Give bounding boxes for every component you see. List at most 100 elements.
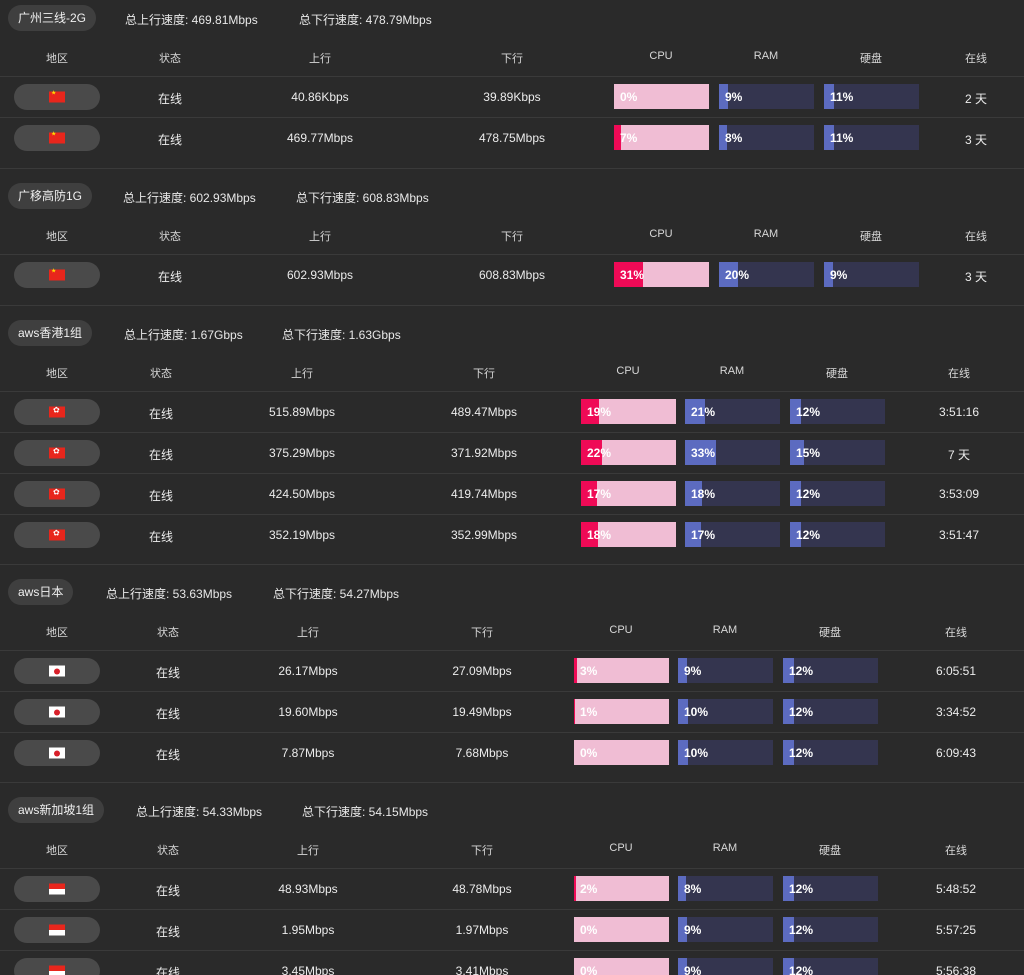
status-cell: 在线 (157, 92, 183, 106)
column-header-cpu[interactable]: CPU (609, 842, 633, 854)
column-header-region[interactable]: 地区 (46, 231, 68, 243)
disk-usage-bar: 12% (783, 917, 878, 942)
cpu-usage-bar: 0% (574, 917, 669, 942)
column-header-disk[interactable]: 硬盘 (819, 627, 841, 639)
column-header-uptime[interactable]: 在线 (948, 368, 970, 380)
ram-usage-bar: 20% (719, 262, 814, 287)
server-row[interactable]: 在线 19.60Mbps 19.49Mbps 3:34:52 1% 10% 12% (0, 691, 1024, 732)
group-header: aws香港1组 总上行速度: 1.67Gbps 总下行速度: 1.63Gbps (0, 315, 1024, 351)
column-header-cpu[interactable]: CPU (609, 624, 633, 636)
server-row[interactable]: 在线 602.93Mbps 608.83Mbps 3 天 31% 20% 9% (0, 254, 1024, 295)
status-cell: 在线 (157, 133, 183, 147)
disk-usage-fill (824, 84, 835, 109)
group-name-badge[interactable]: aws日本 (8, 579, 74, 605)
region-badge[interactable] (14, 522, 100, 548)
total-down-value: 478.79Mbps (365, 13, 432, 27)
column-header-disk[interactable]: 硬盘 (860, 53, 882, 65)
region-badge[interactable] (14, 84, 100, 110)
column-header-up[interactable]: 上行 (297, 627, 319, 639)
disk-usage-value: 11% (830, 131, 854, 145)
server-row[interactable]: 在线 26.17Mbps 27.09Mbps 6:05:51 3% 9% 12% (0, 650, 1024, 691)
ram-usage-fill (678, 658, 687, 683)
up-cell: 375.29Mbps (268, 446, 336, 460)
column-header-down[interactable]: 下行 (471, 845, 493, 857)
column-header-ram[interactable]: RAM (753, 50, 779, 62)
server-row[interactable]: 在线 352.19Mbps 352.99Mbps 3:51:47 18% 17% 12% (0, 514, 1024, 555)
up-cell: 424.50Mbps (268, 487, 336, 501)
column-header-up[interactable]: 上行 (297, 845, 319, 857)
column-header-up[interactable]: 上行 (309, 231, 331, 243)
server-row[interactable]: 在线 469.77Mbps 478.75Mbps 3 天 7% 8% 11% (0, 117, 1024, 158)
region-badge[interactable] (14, 440, 100, 466)
column-header-cpu[interactable]: CPU (616, 365, 640, 377)
cpu-usage-fill (581, 440, 602, 465)
column-header-status[interactable]: 状态 (157, 627, 179, 639)
column-header-ram[interactable]: RAM (719, 365, 745, 377)
group-name-badge[interactable]: aws香港1组 (8, 320, 93, 346)
column-header-up[interactable]: 上行 (309, 53, 331, 65)
cpu-usage-value: 22% (587, 446, 612, 460)
column-header-ram[interactable]: RAM (753, 228, 779, 240)
region-badge[interactable] (14, 917, 100, 943)
region-badge[interactable] (14, 125, 100, 151)
ram-usage-fill (685, 440, 717, 465)
status-cell: 在线 (155, 748, 181, 762)
total-up-label: 总上行速度: (125, 13, 192, 27)
column-header-disk[interactable]: 硬盘 (860, 231, 882, 243)
column-header-ram[interactable]: RAM (712, 624, 738, 636)
column-header-ram[interactable]: RAM (712, 842, 738, 854)
column-header-status[interactable]: 状态 (157, 845, 179, 857)
column-header-up[interactable]: 上行 (291, 368, 313, 380)
disk-usage-bar: 11% (824, 125, 919, 150)
column-header-down[interactable]: 下行 (471, 627, 493, 639)
region-badge[interactable] (14, 262, 100, 288)
server-row[interactable]: 在线 375.29Mbps 371.92Mbps 7 天 22% 33% 15% (0, 432, 1024, 473)
cpu-usage-bar: 1% (574, 699, 669, 724)
column-header-status[interactable]: 状态 (159, 53, 181, 65)
column-header-down[interactable]: 下行 (501, 53, 523, 65)
cpu-usage-fill (574, 699, 575, 724)
group-header: 广移高防1G 总上行速度: 602.93Mbps 总下行速度: 608.83Mbps (0, 178, 1024, 214)
region-badge[interactable] (14, 740, 100, 766)
jp-flag-icon (49, 665, 65, 677)
column-header-region[interactable]: 地区 (46, 368, 68, 380)
down-cell: 489.47Mbps (450, 405, 518, 419)
ram-usage-value: 8% (684, 882, 702, 896)
cpu-usage-bar: 3% (574, 658, 669, 683)
cpu-usage-bar: 22% (581, 440, 676, 465)
region-badge[interactable] (14, 876, 100, 902)
region-badge[interactable] (14, 699, 100, 725)
region-badge[interactable] (14, 481, 100, 507)
server-row[interactable]: 在线 40.86Kbps 39.89Kbps 2 天 0% 9% 11% (0, 76, 1024, 117)
server-row[interactable]: 在线 1.95Mbps 1.97Mbps 5:57:25 0% 9% 12% (0, 909, 1024, 950)
group-name-badge[interactable]: 广移高防1G (8, 183, 93, 209)
column-header-region[interactable]: 地区 (46, 845, 68, 857)
server-row[interactable]: 在线 7.87Mbps 7.68Mbps 6:09:43 0% 10% 12% (0, 732, 1024, 773)
ram-usage-value: 21% (691, 405, 716, 419)
region-badge[interactable] (14, 399, 100, 425)
server-row[interactable]: 在线 3.45Mbps 3.41Mbps 5:56:38 0% 9% 12% (0, 950, 1024, 975)
group-name-badge[interactable]: 广州三线-2G (8, 5, 97, 31)
column-header-uptime[interactable]: 在线 (945, 845, 967, 857)
region-badge[interactable] (14, 958, 100, 975)
column-header-cpu[interactable]: CPU (649, 228, 673, 240)
server-row[interactable]: 在线 515.89Mbps 489.47Mbps 3:51:16 19% 21% 12% (0, 391, 1024, 432)
disk-usage-fill (824, 262, 833, 287)
column-header-cpu[interactable]: CPU (649, 50, 673, 62)
region-badge[interactable] (14, 658, 100, 684)
server-row[interactable]: 在线 424.50Mbps 419.74Mbps 3:53:09 17% 18% 12% (0, 473, 1024, 514)
column-header-region[interactable]: 地区 (46, 53, 68, 65)
total-up-speed: 总上行速度: 54.33Mbps (136, 803, 262, 820)
column-header-status[interactable]: 状态 (159, 231, 181, 243)
column-header-status[interactable]: 状态 (150, 368, 172, 380)
column-header-disk[interactable]: 硬盘 (826, 368, 848, 380)
column-header-down[interactable]: 下行 (501, 231, 523, 243)
column-header-uptime[interactable]: 在线 (965, 53, 987, 65)
column-header-uptime[interactable]: 在线 (965, 231, 987, 243)
group-name-badge[interactable]: aws新加坡1组 (8, 797, 105, 823)
server-row[interactable]: 在线 48.93Mbps 48.78Mbps 5:48:52 2% 8% 12% (0, 868, 1024, 909)
column-header-uptime[interactable]: 在线 (945, 627, 967, 639)
column-header-disk[interactable]: 硬盘 (819, 845, 841, 857)
column-header-down[interactable]: 下行 (473, 368, 495, 380)
column-header-region[interactable]: 地区 (46, 627, 68, 639)
